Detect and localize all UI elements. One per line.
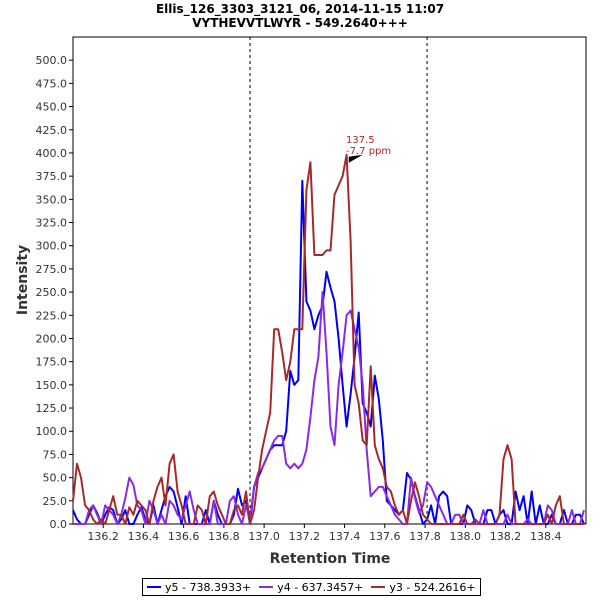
y-axis-label: Intensity: [15, 245, 31, 315]
annotation-rt: 137.5: [346, 135, 375, 146]
x-tick-label: 138.0: [450, 530, 482, 543]
y-axis-ticks: 0.0 25.0 50.0 75.0 100.0 125.0 150.0 175.0 200.0…: [36, 54, 73, 531]
x-tick-label: 136.6: [168, 530, 200, 543]
y-tick-label: 75.0: [43, 448, 68, 461]
y-tick-label: 0.0: [50, 518, 68, 531]
y-tick-label: 125.0: [36, 402, 68, 415]
y-tick-label: 200.0: [36, 332, 68, 345]
annotation-arrow: [348, 154, 363, 163]
x-tick-label: 138.4: [530, 530, 562, 543]
legend-swatch-y3: [371, 586, 386, 588]
chart-subtitle: VYTHEVVTLWYR - 549.2640+++: [192, 16, 408, 30]
y-tick-label: 175.0: [36, 356, 68, 369]
x-tick-label: 136.2: [87, 530, 119, 543]
x-tick-label: 137.8: [409, 530, 441, 543]
legend-label-y5: y5 - 738.3933+: [165, 580, 252, 594]
x-tick-label: 136.8: [208, 530, 240, 543]
series-lines: [72, 153, 585, 525]
y-tick-label: 475.0: [36, 77, 68, 90]
legend-label-y3: y3 - 524.2616+: [389, 580, 476, 594]
y-tick-label: 325.0: [36, 217, 68, 230]
x-tick-label: 137.0: [248, 530, 280, 543]
x-tick-label: 137.2: [289, 530, 321, 543]
y-tick-label: 250.0: [36, 286, 68, 299]
y-tick-label: 450.0: [36, 101, 68, 114]
peak-annotation: 137.5 -7.7 ppm: [346, 135, 391, 163]
y-tick-label: 225.0: [36, 309, 68, 322]
y-tick-label: 400.0: [36, 147, 68, 160]
y-tick-label: 150.0: [36, 379, 68, 392]
legend: y5 - 738.3933+ y4 - 637.3457+ y3 - 524.2…: [142, 578, 481, 596]
y-tick-label: 100.0: [36, 425, 68, 438]
annotation-ppm: -7.7 ppm: [346, 146, 391, 157]
x-axis-ticks: 136.2 136.4 136.6 136.8 137.0 137.2 137.4 137.6…: [87, 524, 562, 543]
legend-item-y5: y5 - 738.3933+: [147, 581, 251, 594]
legend-item-y4: y4 - 637.3457+: [259, 581, 363, 594]
x-tick-label: 138.2: [490, 530, 522, 543]
y-tick-label: 350.0: [36, 193, 68, 206]
x-axis-label: Retention Time: [270, 551, 391, 567]
y-tick-label: 375.0: [36, 170, 68, 183]
series-line-y4: [73, 291, 585, 525]
legend-label-y4: y4 - 637.3457+: [277, 580, 364, 594]
legend-item-y3: y3 - 524.2616+: [371, 580, 476, 594]
chart-title: Ellis_126_3303_3121_06, 2014-11-15 11:07: [156, 2, 444, 17]
x-tick-label: 136.4: [128, 530, 160, 543]
y-tick-label: 425.0: [36, 124, 68, 137]
y-tick-label: 25.0: [43, 495, 68, 508]
y-tick-label: 300.0: [36, 240, 68, 253]
series-line-y3: [72, 153, 584, 525]
legend-swatch-y5: [147, 586, 161, 588]
legend-swatch-y4: [259, 586, 274, 588]
x-tick-label: 137.4: [329, 530, 361, 543]
y-tick-label: 275.0: [36, 263, 68, 276]
y-tick-label: 50.0: [43, 472, 68, 485]
y-tick-label: 500.0: [36, 54, 68, 67]
x-tick-label: 137.6: [369, 530, 401, 543]
